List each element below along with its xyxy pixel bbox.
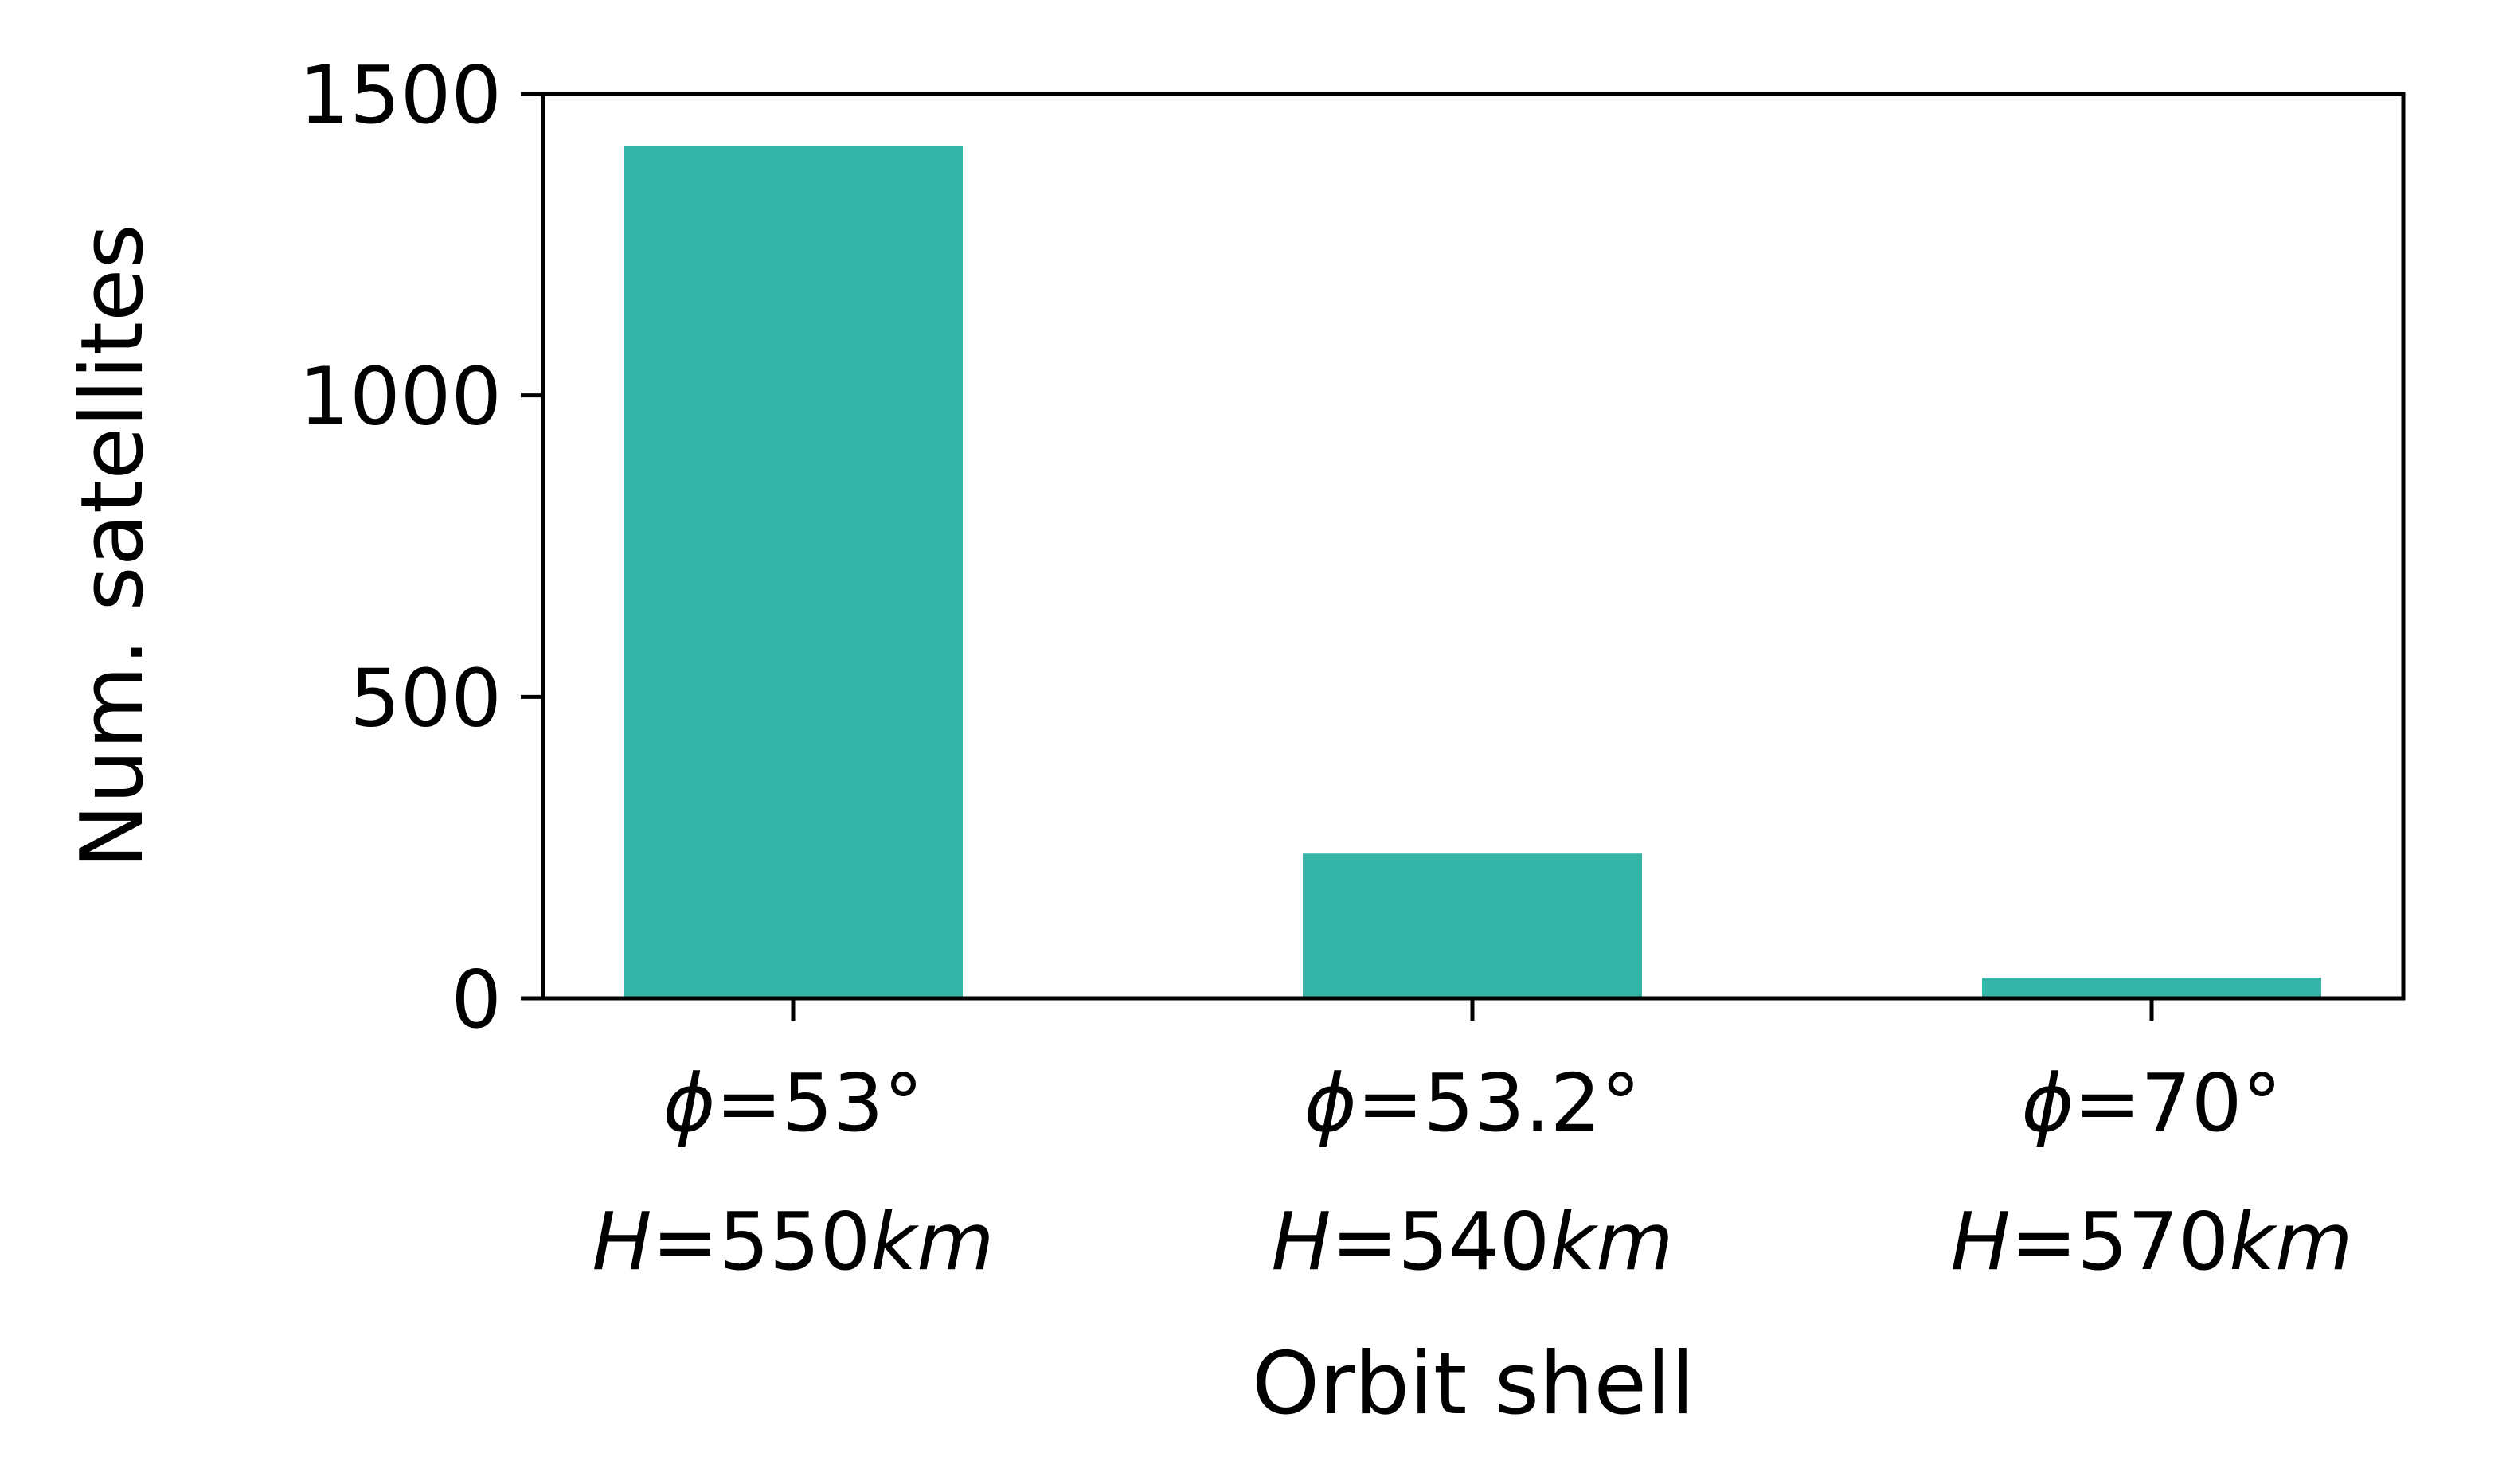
x-axis: ϕ=53° H=550km ϕ=53.2° H=540km ϕ=70° H=570km [592, 998, 2353, 1288]
x-axis-label: Orbit shell [1252, 1334, 1695, 1434]
bar-3 [1982, 978, 2321, 998]
x-tick-label-line2: H=540km [1271, 1195, 1673, 1288]
x-tick-label-line2: H=550km [592, 1195, 994, 1288]
x-tick-label-line1: ϕ=53.2° [1304, 1056, 1640, 1150]
y-axis: 0 500 1000 1500 [299, 49, 543, 1046]
x-tick-label-line2: H=570km [1950, 1195, 2352, 1288]
y-axis-label: Num. satellites [63, 224, 162, 868]
y-tick-label: 500 [350, 651, 502, 744]
y-tick-label: 1500 [299, 49, 502, 142]
y-tick-label: 1000 [299, 350, 502, 443]
bar-1 [624, 146, 963, 999]
x-tick-label-line1: ϕ=70° [2021, 1056, 2281, 1150]
x-tick-label-line1: ϕ=53° [663, 1056, 923, 1150]
bars-group [624, 146, 2321, 999]
bar-2 [1303, 853, 1642, 998]
y-tick-label: 0 [451, 953, 502, 1046]
